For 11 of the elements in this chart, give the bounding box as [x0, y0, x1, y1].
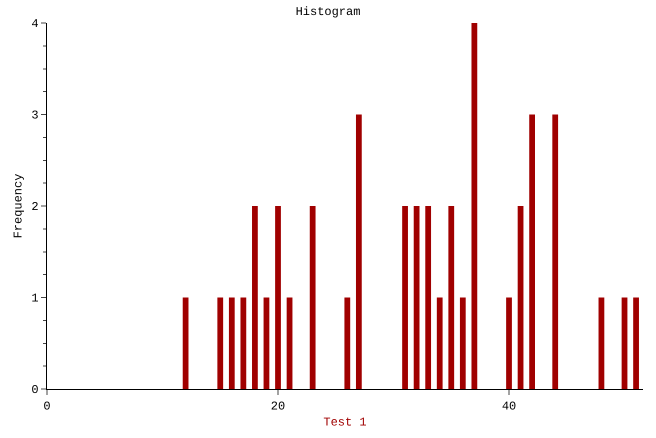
y-tick-label: 3	[31, 108, 39, 123]
x-tick-label: 0	[43, 399, 51, 414]
y-tick-label: 2	[31, 200, 39, 214]
y-tick-label: 4	[31, 17, 39, 32]
y-tick-label: 0	[31, 383, 39, 398]
x-tick-label: 20	[270, 399, 286, 414]
chart-title: Histogram	[296, 4, 360, 19]
y-axis-title: Frequency	[12, 174, 26, 238]
x-tick-label: 40	[502, 399, 516, 414]
y-tick-label: 1	[31, 292, 39, 306]
x-axis-title: Test 1	[323, 415, 367, 430]
